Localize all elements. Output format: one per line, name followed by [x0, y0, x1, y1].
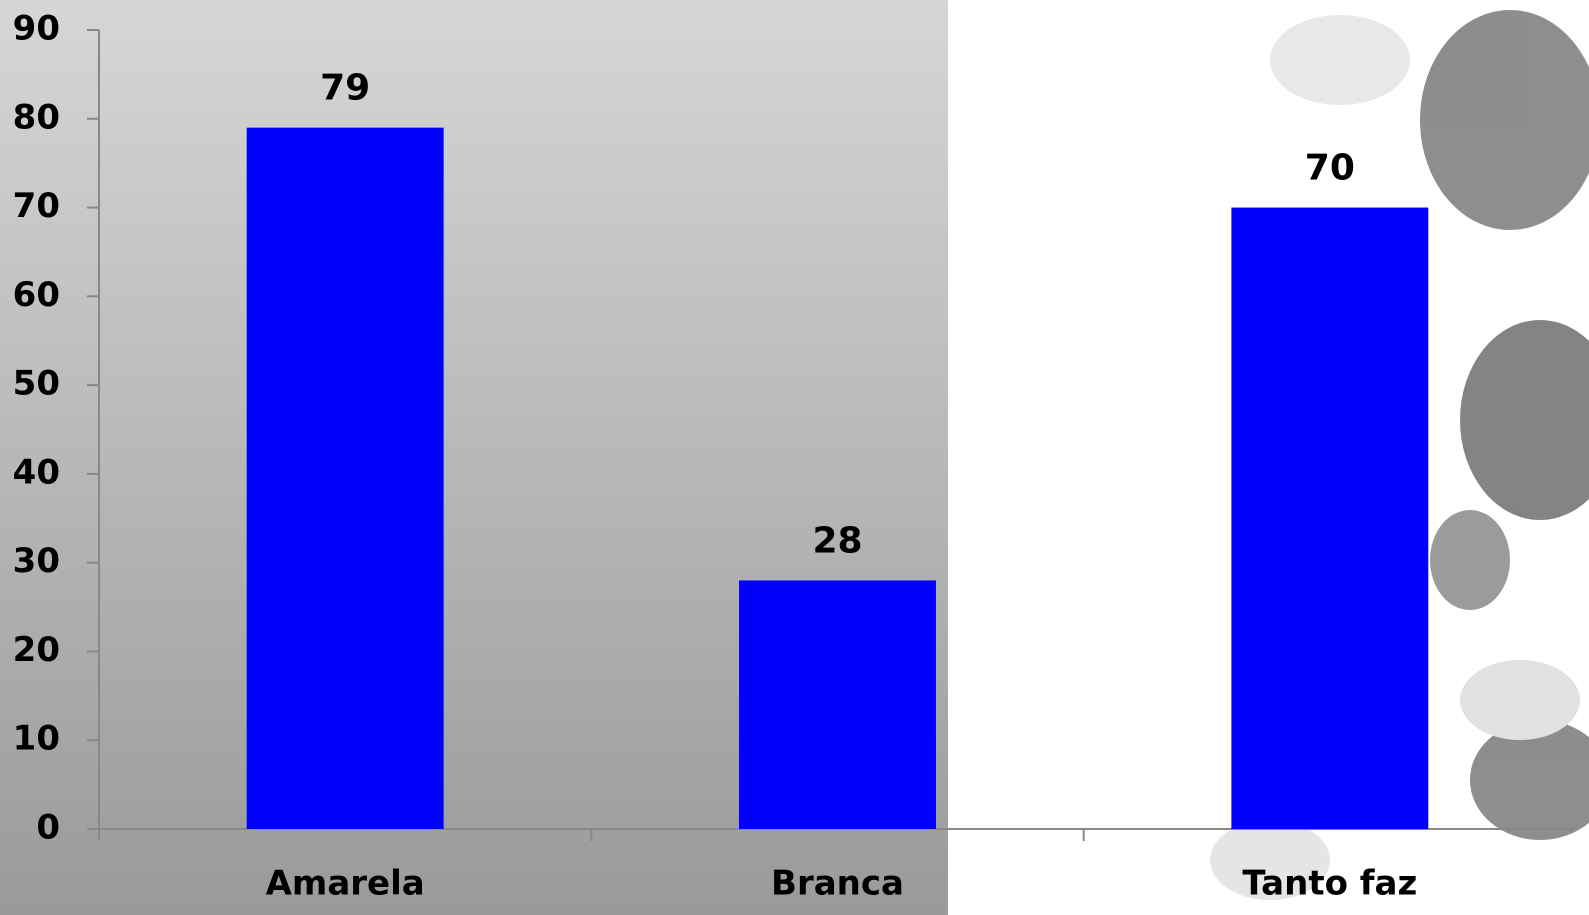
data-label: 70 [1305, 148, 1355, 189]
bar [1231, 207, 1429, 830]
y-tick-label: 30 [13, 541, 60, 581]
y-tick-label: 90 [13, 9, 60, 49]
leaf-decoration [1210, 10, 1589, 900]
y-tick-label: 0 [36, 808, 60, 848]
y-tick-label: 80 [13, 97, 60, 137]
y-tick-label: 20 [13, 630, 60, 670]
y-tick-label: 10 [13, 719, 60, 759]
x-tick-label: Branca [771, 864, 904, 904]
x-tick-label: Amarela [266, 864, 425, 904]
data-label: 79 [320, 68, 370, 109]
y-tick-label: 40 [13, 452, 60, 492]
bar [739, 580, 936, 829]
x-tick-label: Tanto faz [1242, 864, 1417, 904]
data-label: 28 [812, 520, 862, 561]
bar [246, 127, 444, 829]
y-tick-label: 60 [13, 275, 60, 315]
y-tick-label: 70 [13, 186, 60, 226]
y-tick-label: 50 [13, 364, 60, 404]
